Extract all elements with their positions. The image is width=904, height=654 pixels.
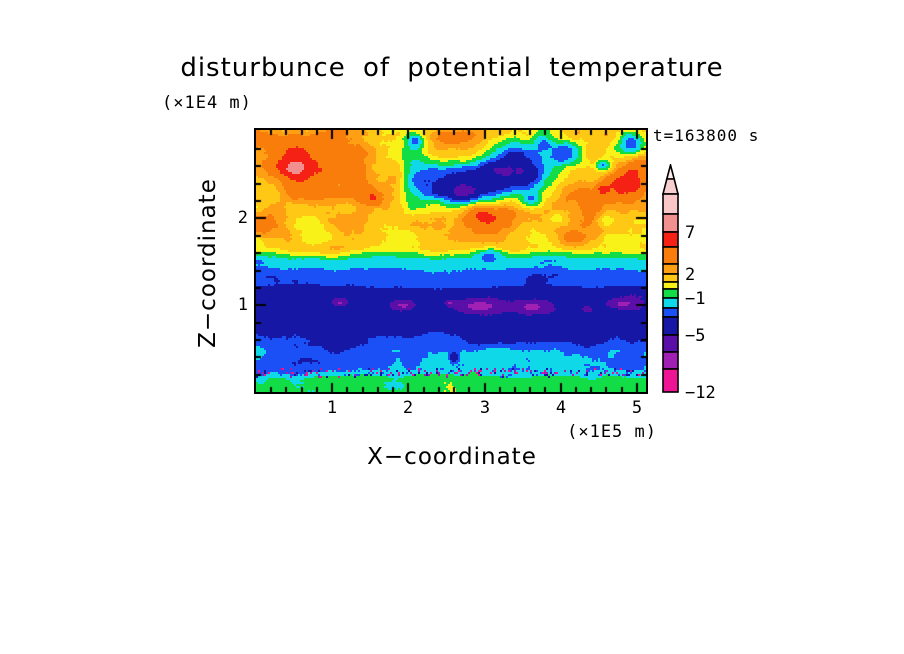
x-axis-title: X−coordinate — [367, 444, 537, 470]
colorbar-segment — [662, 334, 679, 353]
x-tick-label: 5 — [631, 398, 643, 418]
y-axis-title: Z−coordinate — [195, 178, 221, 348]
axis-ticks-canvas — [256, 130, 646, 392]
x-tick-label: 1 — [326, 398, 338, 418]
x-tick-label: 2 — [402, 398, 414, 418]
x-tick-label: 3 — [479, 398, 491, 418]
colorbar-segment — [662, 316, 679, 336]
colorbar-segment — [662, 351, 679, 370]
colorbar-label: 7 — [685, 223, 696, 243]
plot-frame — [254, 128, 648, 394]
colorbar-segment — [662, 307, 679, 318]
colorbar-label: −12 — [685, 383, 716, 403]
colorbar-segment — [662, 246, 679, 265]
y-tick-label: 1 — [237, 295, 248, 315]
colorbar-label: −1 — [685, 289, 706, 309]
colorbar-scale — [661, 164, 680, 393]
colorbar-segment — [662, 281, 679, 290]
colorbar-arrow-tip — [665, 164, 676, 180]
colorbar-segment — [662, 231, 679, 248]
colorbar-segment — [662, 273, 679, 283]
y-axis-units-label: (×1E4 m) — [162, 93, 252, 113]
colorbar-segment — [662, 368, 679, 393]
colorbar-label: 2 — [685, 265, 696, 285]
chart-title: disturbunce of potential temperature — [180, 53, 724, 83]
colorbar-segment — [662, 263, 679, 275]
colorbar-label: −5 — [685, 326, 706, 346]
colorbar-segment — [662, 288, 679, 299]
time-annotation: t=163800 s — [653, 126, 760, 145]
colorbar-segment — [662, 193, 679, 215]
y-tick-label: 2 — [237, 208, 248, 228]
colorbar-segment — [662, 297, 679, 309]
colorbar-arrow-base — [661, 178, 680, 195]
colorbar-segment — [662, 213, 679, 233]
x-tick-label: 4 — [555, 398, 567, 418]
x-axis-units-label: (×1E5 m) — [567, 422, 657, 442]
